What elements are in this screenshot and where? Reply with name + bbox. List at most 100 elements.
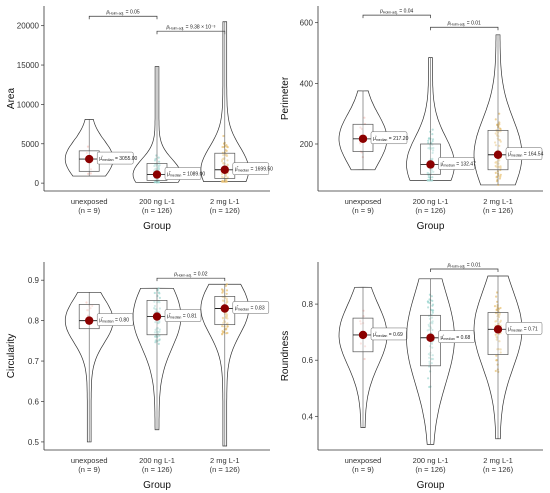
x-axis-title: Group bbox=[417, 221, 445, 232]
y-tick-label: 10000 bbox=[17, 100, 40, 109]
panel-circularity: 0.5 0.6 0.7 0.8 0.9 Circularity Group μ̂median … bbox=[6, 262, 270, 491]
median-label-1: μ̂median = 0.81 bbox=[167, 314, 197, 320]
data-point bbox=[498, 123, 501, 126]
y-axis-title-circularity: Circularity bbox=[6, 334, 17, 378]
data-point bbox=[499, 348, 502, 351]
median-point-0 bbox=[85, 316, 94, 325]
data-point bbox=[221, 145, 224, 149]
data-point bbox=[224, 180, 227, 183]
median-label-0: μ̂median = 0.80 bbox=[99, 318, 129, 324]
data-point bbox=[495, 165, 498, 168]
data-point bbox=[153, 307, 156, 310]
data-point bbox=[222, 321, 225, 324]
median-label-2: μ̂median = 1699.50 bbox=[235, 167, 273, 173]
data-point bbox=[432, 357, 435, 361]
data-point bbox=[85, 301, 88, 304]
data-point bbox=[429, 370, 432, 373]
data-point bbox=[153, 164, 156, 168]
data-point bbox=[158, 330, 161, 333]
data-point bbox=[494, 144, 497, 147]
median-point-2 bbox=[493, 325, 503, 334]
data-point bbox=[359, 320, 362, 323]
data-point bbox=[431, 299, 434, 302]
data-point bbox=[431, 328, 434, 332]
median-label-2: μ̂median = 0.71 bbox=[508, 326, 538, 332]
category-label: unexposed bbox=[71, 456, 108, 465]
significance-bracket-0 bbox=[430, 268, 499, 273]
data-point bbox=[496, 363, 499, 366]
data-point bbox=[431, 176, 434, 179]
data-point bbox=[91, 304, 94, 307]
data-point bbox=[428, 328, 431, 331]
category-label: 200 ng L-1 bbox=[139, 456, 175, 465]
data-point bbox=[221, 179, 224, 182]
data-point bbox=[224, 316, 228, 319]
y-tick-label: 5000 bbox=[21, 140, 39, 149]
data-point bbox=[222, 331, 225, 334]
data-point bbox=[157, 167, 161, 170]
category-count: (n = 126) bbox=[415, 465, 446, 474]
data-point bbox=[428, 385, 431, 389]
data-point bbox=[226, 163, 229, 166]
data-point bbox=[225, 289, 229, 292]
x-axis-title: Group bbox=[143, 221, 171, 232]
data-point bbox=[154, 341, 157, 344]
data-point bbox=[495, 161, 498, 164]
data-point bbox=[221, 332, 224, 335]
data-point bbox=[430, 316, 434, 319]
data-point bbox=[222, 134, 225, 138]
data-point bbox=[153, 159, 157, 162]
data-point bbox=[498, 139, 502, 142]
category-count: (n = 9) bbox=[78, 465, 100, 474]
data-point bbox=[495, 130, 498, 133]
data-point bbox=[359, 342, 362, 345]
y-tick-label: 0.7 bbox=[28, 357, 40, 366]
median-point-0 bbox=[85, 154, 94, 164]
data-point bbox=[427, 301, 430, 304]
data-point bbox=[430, 341, 433, 344]
data-point bbox=[157, 164, 160, 168]
data-point bbox=[158, 301, 161, 304]
median-label-1: μ̂median = 0.68 bbox=[441, 335, 471, 341]
data-point bbox=[494, 132, 497, 135]
data-point bbox=[221, 299, 224, 302]
median-label-0: μ̂median = 0.69 bbox=[373, 332, 403, 338]
data-point bbox=[363, 116, 366, 119]
y-tick-label: 0.9 bbox=[28, 276, 40, 285]
data-point bbox=[429, 308, 432, 311]
category-label: 2 mg L-1 bbox=[210, 456, 240, 465]
median-point-1 bbox=[426, 160, 435, 169]
data-point bbox=[158, 321, 161, 324]
data-point bbox=[426, 329, 429, 332]
data-point bbox=[156, 289, 159, 292]
significance-label-0: pHolm-adj. = 0.04 bbox=[379, 9, 413, 15]
data-point bbox=[431, 354, 434, 357]
data-point bbox=[156, 332, 159, 335]
significance-bracket-0 bbox=[88, 15, 158, 20]
significance-label-0: pHolm-adj. = 0.01 bbox=[447, 263, 481, 269]
data-point bbox=[427, 137, 430, 140]
data-point bbox=[495, 295, 498, 298]
median-point-1 bbox=[426, 333, 435, 342]
data-point bbox=[495, 359, 498, 362]
data-point bbox=[428, 360, 431, 363]
data-point bbox=[157, 287, 160, 290]
data-point bbox=[158, 328, 161, 331]
median-label-box bbox=[96, 151, 134, 165]
data-point bbox=[494, 141, 497, 144]
significance-label-0: pHolm-adj. = 0.05 bbox=[105, 10, 139, 16]
data-point bbox=[427, 139, 430, 142]
data-point bbox=[222, 154, 225, 157]
data-point bbox=[225, 145, 229, 148]
data-point bbox=[431, 151, 434, 154]
category-count: (n = 126) bbox=[483, 206, 514, 215]
data-point bbox=[431, 133, 434, 136]
median-label-box bbox=[505, 322, 543, 335]
x-axis-title: Group bbox=[143, 480, 171, 491]
category-label: 2 mg L-1 bbox=[210, 197, 240, 206]
y-tick-label: 400 bbox=[300, 79, 314, 88]
category-count: (n = 126) bbox=[415, 206, 446, 215]
median-label-2: μ̂median = 0.83 bbox=[235, 305, 265, 311]
data-point bbox=[154, 339, 157, 342]
